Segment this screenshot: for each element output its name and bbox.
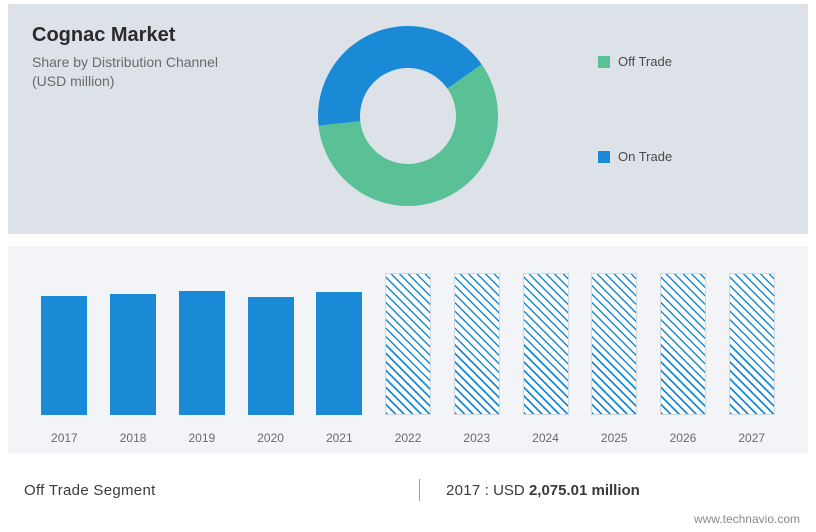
value-colon: : xyxy=(485,482,493,499)
legend-swatch-on-trade xyxy=(598,151,610,163)
bar-slot xyxy=(236,260,305,415)
bar-slot xyxy=(374,260,443,415)
bar-actual xyxy=(316,292,362,415)
bar-forecast xyxy=(660,273,706,415)
bar-chart xyxy=(20,260,796,415)
subtitle-line-2: (USD million) xyxy=(32,73,114,89)
legend-label-off-trade: Off Trade xyxy=(618,54,672,69)
x-label: 2025 xyxy=(580,431,649,445)
x-label: 2024 xyxy=(511,431,580,445)
bar-actual xyxy=(41,296,87,415)
bar-chart-panel: 2017201820192020202120222023202420252026… xyxy=(8,246,808,453)
legend-on-trade: On Trade xyxy=(598,149,672,164)
donut-chart xyxy=(308,16,508,221)
bar-forecast xyxy=(454,273,500,415)
bar-slot xyxy=(305,260,374,415)
value-currency: USD xyxy=(493,482,525,499)
bar-forecast xyxy=(523,273,569,415)
x-label: 2018 xyxy=(99,431,168,445)
x-label: 2023 xyxy=(442,431,511,445)
donut-svg xyxy=(308,16,508,216)
bar-forecast xyxy=(591,273,637,415)
bar-actual xyxy=(179,291,225,415)
x-label: 2021 xyxy=(305,431,374,445)
vertical-divider xyxy=(419,479,420,501)
segment-value: 2017 : USD 2,075.01 million xyxy=(446,482,640,499)
bar-slot xyxy=(167,260,236,415)
footer-url: www.technavio.com xyxy=(694,512,800,526)
bar-slot xyxy=(511,260,580,415)
bar-actual xyxy=(110,294,156,415)
donut-hole xyxy=(361,69,455,163)
x-label: 2017 xyxy=(30,431,99,445)
summary-row: Off Trade Segment 2017 : USD 2,075.01 mi… xyxy=(24,479,792,501)
x-label: 2026 xyxy=(649,431,718,445)
legend-swatch-off-trade xyxy=(598,56,610,68)
x-label: 2019 xyxy=(167,431,236,445)
subtitle: Share by Distribution Channel (USD milli… xyxy=(32,53,242,91)
bar-slot xyxy=(717,260,786,415)
bar-forecast xyxy=(385,273,431,415)
bar-x-labels: 2017201820192020202120222023202420252026… xyxy=(20,421,796,445)
bar-slot xyxy=(30,260,99,415)
bar-forecast xyxy=(729,273,775,415)
value-year: 2017 xyxy=(446,482,481,499)
bar-slot xyxy=(442,260,511,415)
bar-actual xyxy=(248,297,294,415)
x-label: 2022 xyxy=(374,431,443,445)
x-label: 2027 xyxy=(717,431,786,445)
bar-slot xyxy=(649,260,718,415)
subtitle-line-1: Share by Distribution Channel xyxy=(32,54,218,70)
bar-slot xyxy=(99,260,168,415)
top-panel: Cognac Market Share by Distribution Chan… xyxy=(8,4,808,234)
segment-label: Off Trade Segment xyxy=(24,482,419,499)
bar-slot xyxy=(580,260,649,415)
legend-label-on-trade: On Trade xyxy=(618,149,672,164)
value-amount: 2,075.01 million xyxy=(529,482,640,499)
legend-off-trade: Off Trade xyxy=(598,54,672,69)
x-label: 2020 xyxy=(236,431,305,445)
